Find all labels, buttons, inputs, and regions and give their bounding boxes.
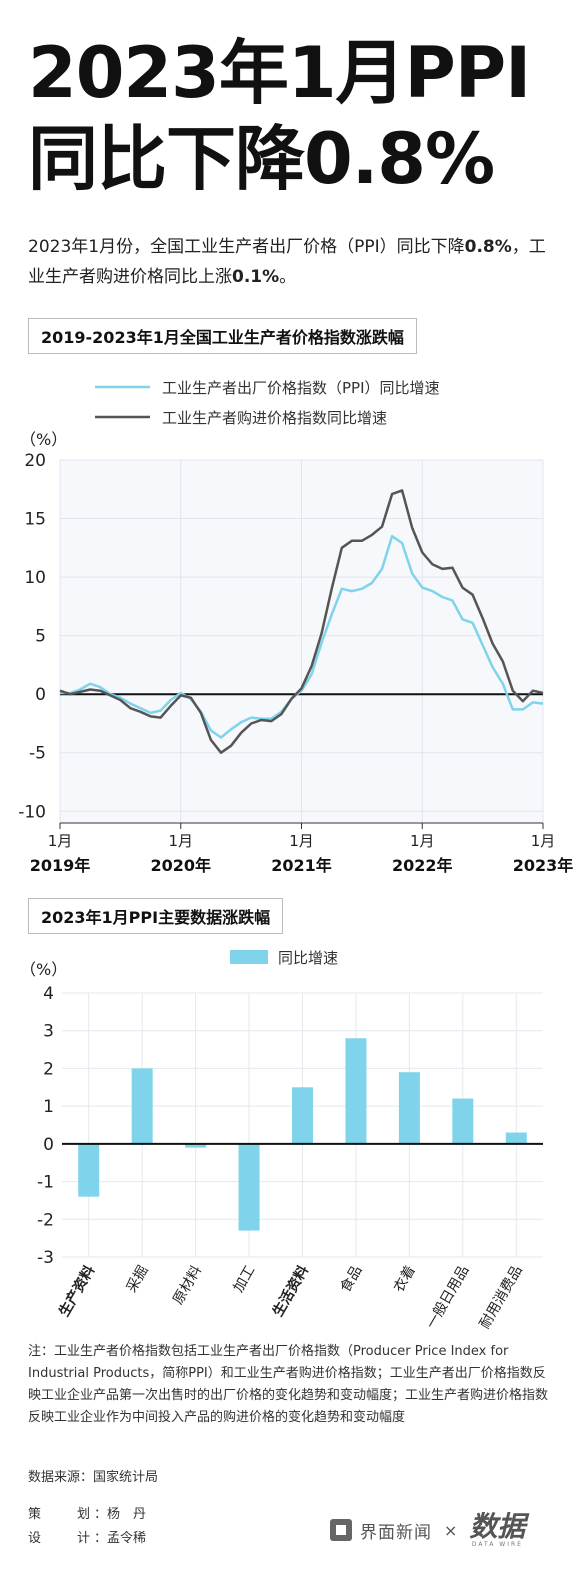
- data-source: 数据来源：国家统计局: [28, 1470, 159, 1485]
- bar-加工: [238, 1143, 260, 1231]
- credits: 策划 ：杨 丹 设计 ：孟令稀: [28, 1503, 146, 1551]
- summary-text: 2023年1月份，全国工业生产者出厂价格（PPI）同比下降0.8%，工业生产者购…: [28, 232, 558, 292]
- legend-swatch: [230, 950, 268, 964]
- summary-part-3: 。: [279, 267, 297, 287]
- x-tick-month: 1月: [48, 832, 73, 850]
- datawire-logo-sub: DATA WIRE: [471, 1540, 523, 1548]
- bar-食品: [345, 1038, 367, 1144]
- category-label: 加工: [231, 1263, 259, 1295]
- y-tick-label: 1: [43, 1097, 54, 1117]
- brand-bar: 界面新闻 × 数据 DATA WIRE: [330, 1510, 525, 1550]
- ppi-value: 0.8%: [464, 237, 512, 257]
- datawire-logo-text: 数据: [469, 1509, 526, 1543]
- brand-name: 界面新闻: [360, 1522, 432, 1543]
- category-label: 原材料: [170, 1263, 205, 1307]
- y-tick-label: 10: [24, 568, 46, 588]
- datawire-logo: 数据 DATA WIRE: [469, 1509, 526, 1548]
- line-chart-label: 2019-2023年1月全国工业生产者价格指数涨跌幅: [28, 318, 417, 354]
- x-tick-year: 2021年: [271, 856, 332, 875]
- category-label: 耐用消费品: [477, 1263, 526, 1330]
- title-line-1: 2023年1月PPI: [28, 32, 531, 114]
- y-tick-label: 20: [24, 451, 46, 471]
- x-tick-year: 2020年: [150, 856, 211, 875]
- category-label: 生产资料: [55, 1263, 98, 1320]
- brand-separator: ×: [444, 1520, 458, 1540]
- bar-原材料: [185, 1143, 207, 1148]
- credit-design: 设计 ：孟令稀: [28, 1527, 146, 1551]
- x-tick-year: 2023年: [513, 856, 574, 875]
- bar-耐用消费品: [505, 1132, 527, 1144]
- x-tick-year: 2019年: [30, 856, 91, 875]
- bar-衣着: [398, 1072, 420, 1144]
- y-unit-label: （%）: [20, 430, 67, 449]
- credit-planning: 策划 ：杨 丹: [28, 1503, 146, 1527]
- y-tick-label: -3: [37, 1248, 54, 1268]
- category-label: 生活资料: [269, 1263, 312, 1320]
- summary-part-1: 2023年1月份，全国工业生产者出厂价格（PPI）同比下降: [28, 237, 465, 257]
- y-tick-label: 15: [24, 510, 46, 530]
- bar-采掘: [131, 1068, 153, 1144]
- y-unit-label: （%）: [20, 960, 67, 979]
- y-tick-label: 0: [35, 685, 46, 705]
- category-label: 采掘: [124, 1263, 152, 1295]
- credit-design-key: 设计: [28, 1531, 90, 1546]
- bar-生活资料: [292, 1087, 313, 1144]
- x-tick-year: 2022年: [392, 856, 453, 875]
- y-tick-label: 2: [43, 1059, 54, 1079]
- category-label: 食品: [337, 1263, 366, 1296]
- x-tick-month: 1月: [531, 832, 556, 850]
- legend-label: 同比增速: [278, 949, 338, 967]
- x-tick-month: 1月: [168, 832, 193, 850]
- footnote: 注：工业生产者价格指数包括工业生产者出厂价格指数（Producer Price …: [28, 1344, 549, 1425]
- y-tick-label: -10: [18, 802, 46, 822]
- bar-chart-label: 2023年1月PPI主要数据涨跌幅: [28, 898, 284, 934]
- title-line-2: 同比下降0.8%: [28, 118, 495, 200]
- legend-label: 工业生产者出厂价格指数（PPI）同比增速: [162, 379, 440, 397]
- credit-planning-value: 杨 丹: [107, 1507, 147, 1522]
- y-tick-label: 3: [43, 1022, 54, 1042]
- legend-label: 工业生产者购进价格指数同比增速: [162, 409, 387, 427]
- y-tick-label: 5: [35, 627, 46, 647]
- category-label: 一般日用品: [423, 1263, 472, 1330]
- summary-part-2: ，工业生产者购进价格同比上涨: [28, 237, 546, 287]
- bar-生产资料: [78, 1143, 100, 1197]
- y-tick-label: 4: [43, 984, 54, 1004]
- credit-design-value: 孟令稀: [107, 1531, 147, 1546]
- credit-planning-key: 策划: [28, 1507, 90, 1522]
- y-tick-label: -1: [37, 1173, 54, 1193]
- y-tick-label: -5: [29, 744, 46, 764]
- y-tick-label: -2: [37, 1210, 54, 1230]
- jiemian-logo-icon: [330, 1519, 352, 1541]
- bar-一般日用品: [452, 1098, 474, 1144]
- y-tick-label: 0: [43, 1135, 54, 1155]
- x-tick-month: 1月: [410, 832, 435, 850]
- ppi-series-line: [60, 534, 544, 739]
- purchase-value: 0.1%: [232, 267, 280, 287]
- main-title: 2023年1月PPI 同比下降0.8%: [28, 30, 568, 202]
- x-tick-month: 1月: [289, 832, 314, 850]
- category-label: 衣着: [391, 1263, 419, 1295]
- purchase-series-line: [59, 489, 544, 754]
